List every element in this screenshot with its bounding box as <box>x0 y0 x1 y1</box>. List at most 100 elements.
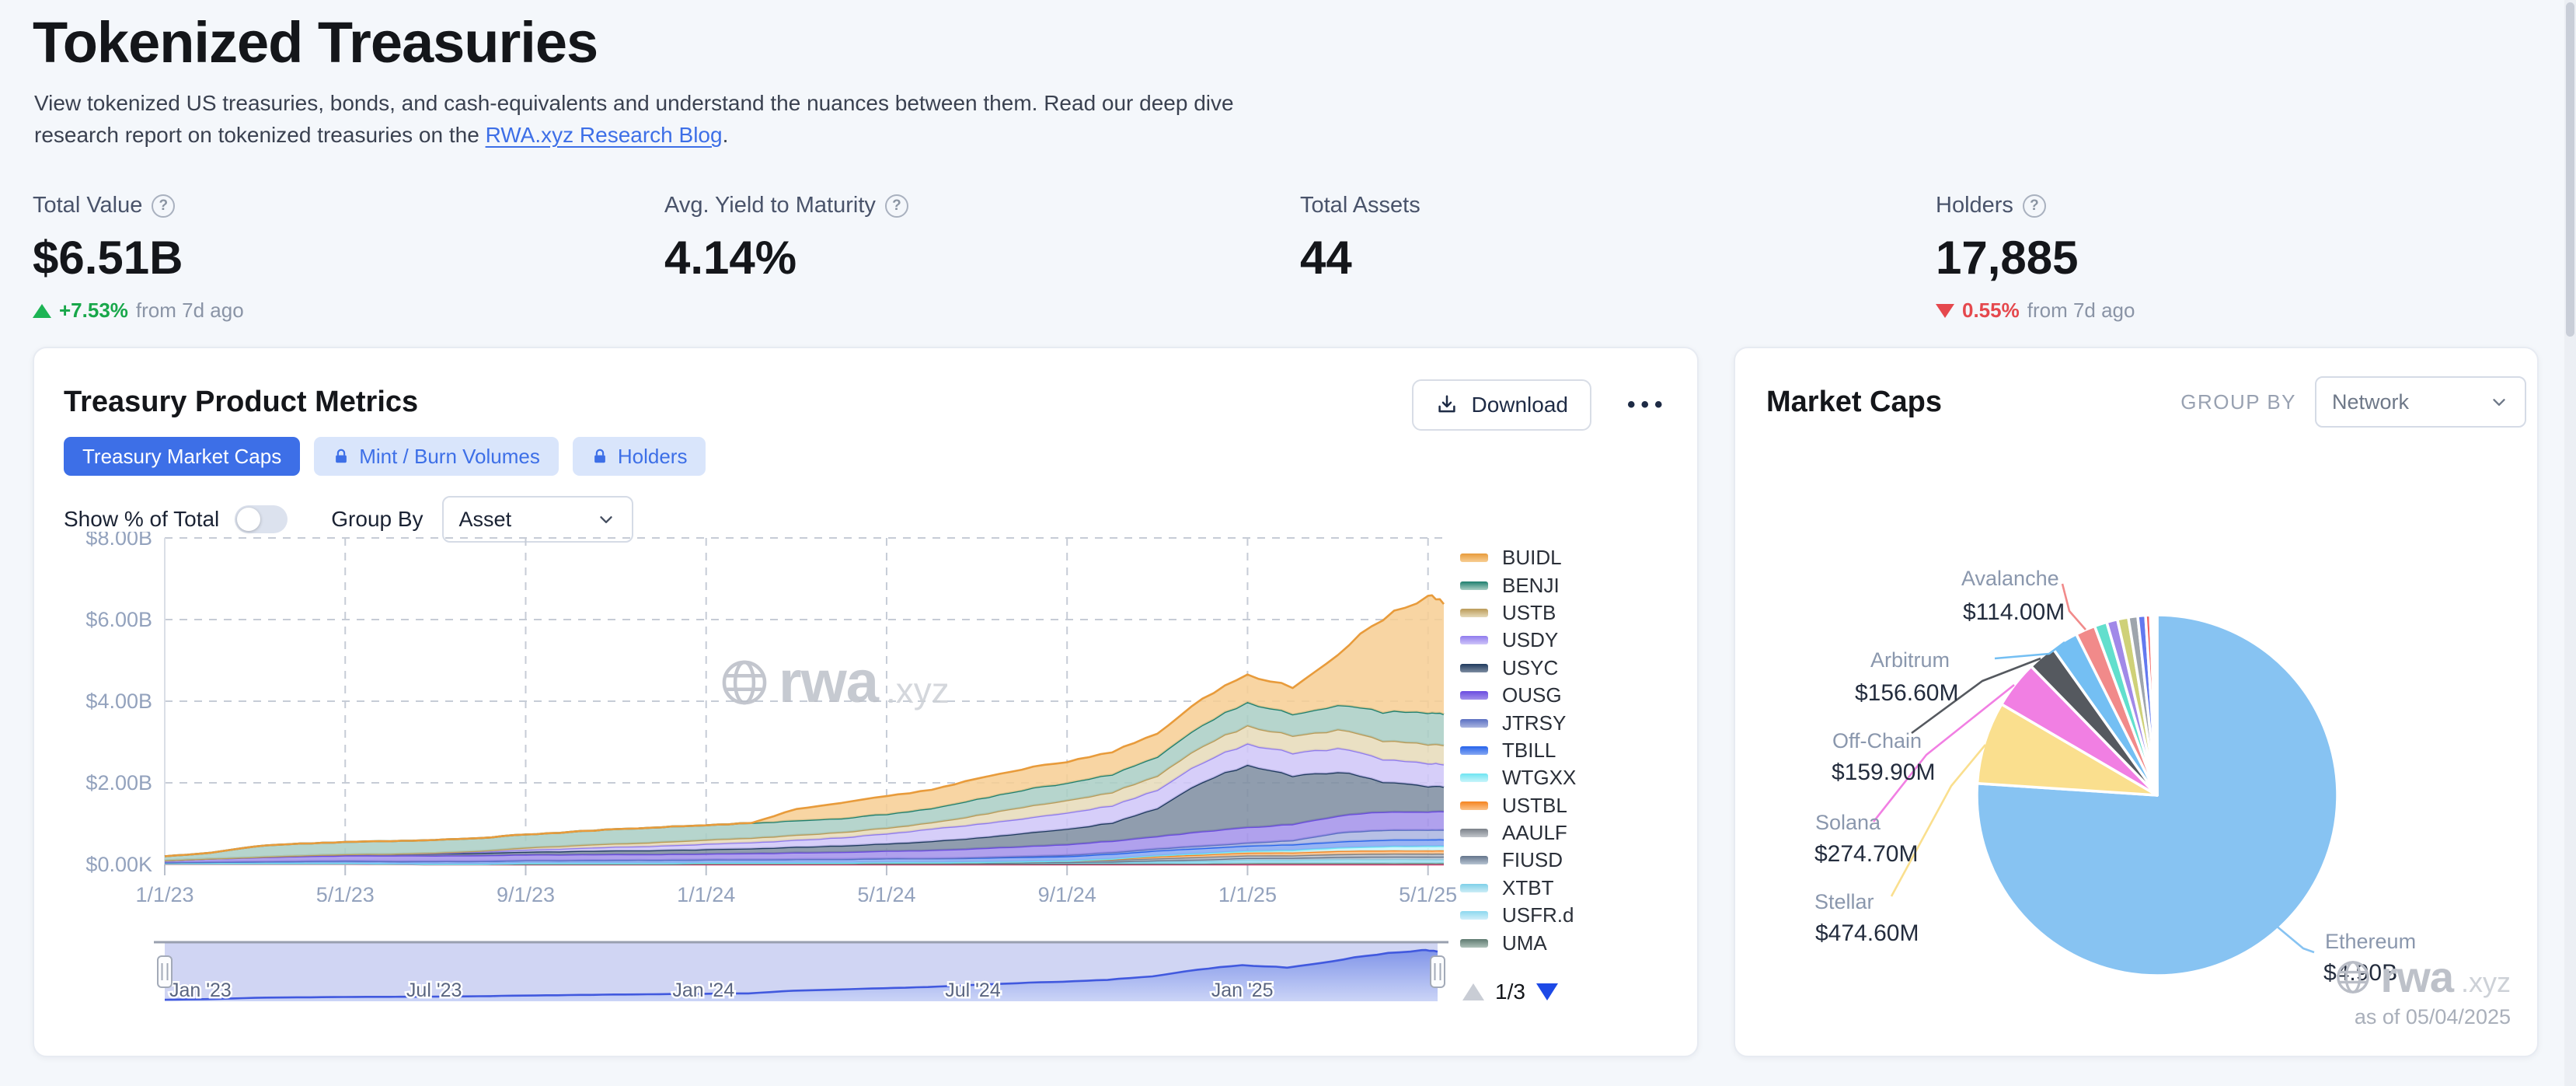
legend-item-AAULF[interactable]: AAULF <box>1460 819 1685 847</box>
legend-label: JTRSY <box>1502 711 1567 735</box>
legend-label: USDY <box>1502 628 1559 652</box>
legend-swatch <box>1460 718 1488 728</box>
svg-text:9/1/24: 9/1/24 <box>1038 883 1096 902</box>
legend-item-WTGXX[interactable]: WTGXX <box>1460 764 1685 791</box>
group-by-value: Asset <box>458 507 512 531</box>
watermark-suffix: .xyz <box>2460 966 2511 998</box>
pie-label-value: $274.70M <box>1814 841 1918 867</box>
legend-item-FIUSD[interactable]: FIUSD <box>1460 847 1685 874</box>
tab-label: Treasury Market Caps <box>82 444 282 468</box>
chart-legend: BUIDL BENJI USTB USDY USYC OUSG JTRSY TBILL WTGX… <box>1460 544 1685 957</box>
legend-label: FIUSD <box>1502 848 1563 872</box>
legend-label: BUIDL <box>1502 546 1562 570</box>
watermark-brand: rwa <box>779 649 879 715</box>
globe-icon <box>2337 960 2370 993</box>
pie-slice-Stellar[interactable] <box>1975 703 2159 797</box>
research-blog-link[interactable]: RWA.xyz Research Blog <box>485 123 723 147</box>
panel-title: Market Caps <box>1766 385 1942 418</box>
area-series-USTB <box>165 725 1444 861</box>
svg-text:$4.00B: $4.00B <box>85 690 152 713</box>
pie-watermark: rwa .xyz <box>2334 952 2511 1002</box>
legend-swatch <box>1460 856 1488 865</box>
legend-item-TBILL[interactable]: TBILL <box>1460 737 1685 764</box>
legend-page-up-icon[interactable] <box>1462 983 1484 1000</box>
legend-swatch <box>1460 883 1488 892</box>
lock-icon <box>591 448 608 465</box>
legend-swatch <box>1460 663 1488 672</box>
legend-item-BENJI[interactable]: BENJI <box>1460 571 1685 599</box>
cards-row: Treasury Product Metrics Download ••• Tr… <box>33 347 2539 1057</box>
brush-handle-left[interactable] <box>157 955 173 988</box>
legend-item-USDY[interactable]: USDY <box>1460 627 1685 654</box>
svg-text:1/1/25: 1/1/25 <box>1218 883 1277 902</box>
download-icon <box>1435 393 1459 417</box>
description-period: . <box>722 123 729 147</box>
legend-page-down-icon[interactable] <box>1535 983 1558 1000</box>
watermark-brand: rwa <box>2380 952 2453 1001</box>
pie-label-name: Solana <box>1815 811 1881 834</box>
svg-text:1/1/23: 1/1/23 <box>135 883 193 902</box>
svg-text:Jul '24: Jul '24 <box>945 979 1001 1001</box>
svg-text:Jan '23: Jan '23 <box>169 979 232 1001</box>
brush-handle-right[interactable] <box>1430 955 1445 988</box>
legend-item-OUSG[interactable]: OUSG <box>1460 682 1685 709</box>
stats-row: Total Value? $6.51B +7.53% from 7d ago Av… <box>33 193 2543 323</box>
more-options-icon[interactable]: ••• <box>1627 392 1668 417</box>
legend-label: USFR.d <box>1502 903 1574 927</box>
tab-mint-burn-volumes[interactable]: Mint / Burn Volumes <box>314 437 559 476</box>
market-caps-header: Market Caps GROUP BY Network <box>1735 348 2537 428</box>
svg-text:$8.00B: $8.00B <box>85 532 152 550</box>
svg-text:9/1/23: 9/1/23 <box>497 883 555 902</box>
legend-label: USYC <box>1502 655 1559 679</box>
legend-item-UMA[interactable]: UMA <box>1460 929 1685 956</box>
chevron-down-icon <box>2493 399 2505 406</box>
legend-item-USTBL[interactable]: USTBL <box>1460 792 1685 819</box>
legend-item-BUIDL[interactable]: BUIDL <box>1460 544 1685 571</box>
svg-text:$6.00B: $6.00B <box>85 608 152 631</box>
page-description: View tokenized US treasuries, bonds, and… <box>34 87 1234 151</box>
legend-item-USYC[interactable]: USYC <box>1460 655 1685 682</box>
chart-minimap-brush[interactable]: Jan '23 Jul '23 Jan '24 Jul '24 Jan '25 <box>64 936 1462 1011</box>
legend-label: UMA <box>1502 931 1547 955</box>
help-icon[interactable]: ? <box>884 194 908 218</box>
delta-pct: 0.55% <box>1962 299 2020 322</box>
legend-item-XTBT[interactable]: XTBT <box>1460 875 1685 902</box>
legend-label: USTBL <box>1502 793 1567 817</box>
tab-treasury-market-caps[interactable]: Treasury Market Caps <box>64 437 301 476</box>
stat-label: Holders <box>1936 193 2013 218</box>
delta-rest: from 7d ago <box>2027 299 2135 322</box>
treasury-metrics-panel: Treasury Product Metrics Download ••• Tr… <box>33 347 1699 1057</box>
delta-rest: from 7d ago <box>135 299 244 322</box>
download-button[interactable]: Download <box>1412 379 1591 431</box>
network-value: Network <box>2332 389 2410 414</box>
network-select[interactable]: Network <box>2315 376 2526 428</box>
stat-label: Total Value <box>33 193 143 218</box>
stat-total-assets: Total Assets 44 <box>1300 193 1936 323</box>
pie-label-value: $156.60M <box>1855 680 1958 706</box>
legend-item-USTB[interactable]: USTB <box>1460 599 1685 627</box>
legend-label: AAULF <box>1502 821 1567 845</box>
pie-slice-other[interactable] <box>2154 613 2159 797</box>
delta-down-icon <box>1936 303 1954 318</box>
pie-watermark-block: rwa .xyz as of 05/04/2025 <box>2334 952 2511 1029</box>
metric-tabs: Treasury Market Caps Mint / Burn Volumes… <box>64 437 706 476</box>
svg-text:1/1/24: 1/1/24 <box>677 883 735 902</box>
legend-item-JTRSY[interactable]: JTRSY <box>1460 709 1685 736</box>
svg-text:$0.00K: $0.00K <box>85 853 152 876</box>
scrollbar-thumb[interactable] <box>2566 2 2574 337</box>
stat-value: 44 <box>1300 232 1352 284</box>
legend-item-USFR.d[interactable]: USFR.d <box>1460 902 1685 929</box>
group-by-select[interactable]: Asset <box>441 496 633 543</box>
area-series-USDY <box>165 743 1444 861</box>
stat-label: Avg. Yield to Maturity <box>664 193 876 218</box>
description-line1: View tokenized US treasuries, bonds, and… <box>34 91 1234 115</box>
help-icon[interactable]: ? <box>2022 194 2046 218</box>
description-line2: research report on tokenized treasuries … <box>34 123 486 147</box>
svg-text:5/1/25: 5/1/25 <box>1399 883 1457 902</box>
tab-holders[interactable]: Holders <box>572 437 706 476</box>
legend-label: OUSG <box>1502 683 1562 707</box>
help-icon[interactable]: ? <box>152 194 176 218</box>
show-percent-toggle[interactable] <box>235 505 288 533</box>
legend-label: USTB <box>1502 600 1556 624</box>
tab-label: Mint / Burn Volumes <box>359 444 540 468</box>
